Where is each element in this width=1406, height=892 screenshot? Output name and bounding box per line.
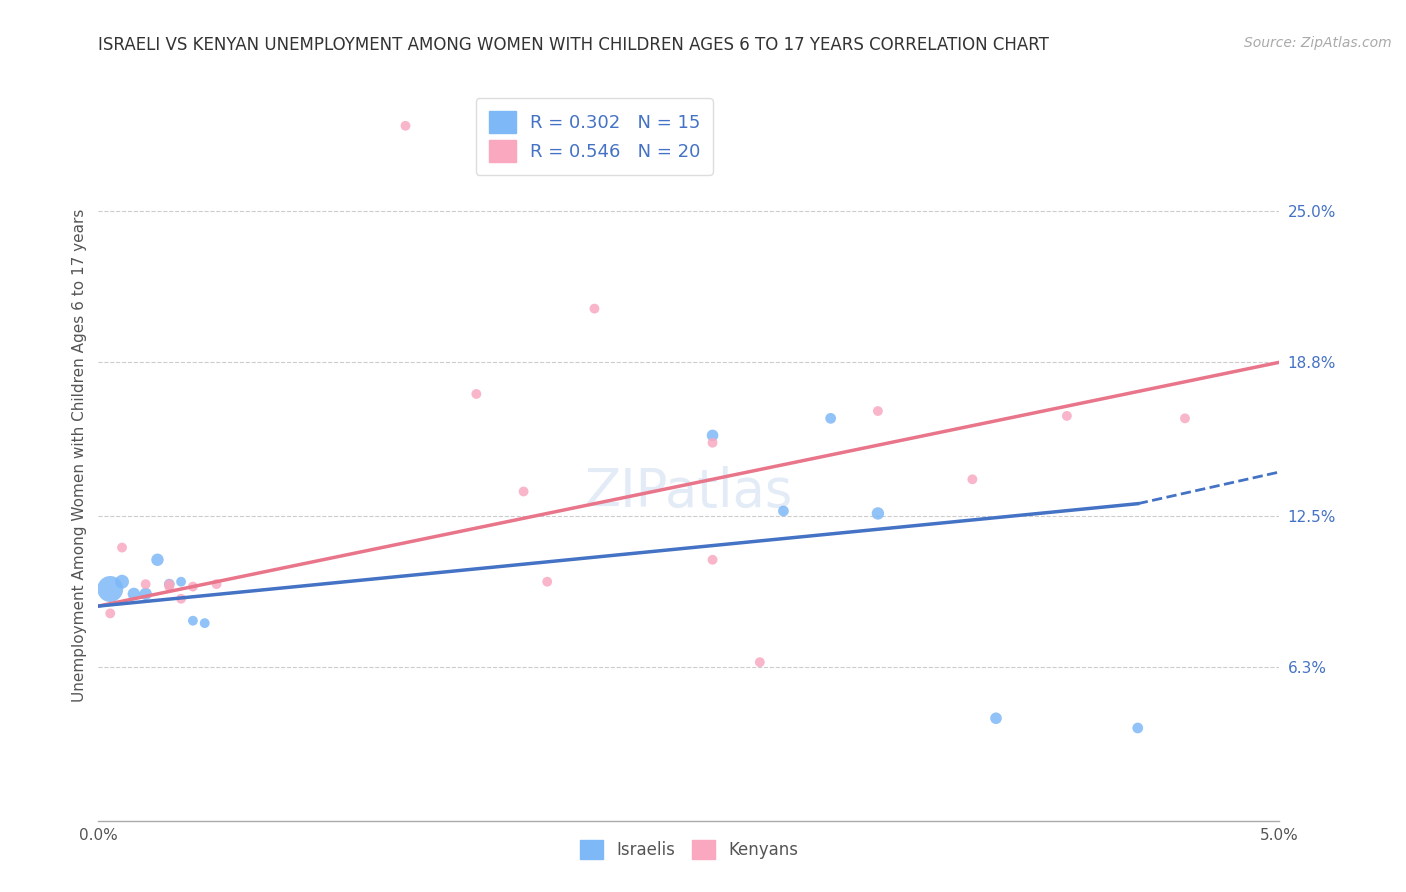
Point [702, 435, 724, 450]
Y-axis label: Unemployment Among Women with Children Ages 6 to 17 years: Unemployment Among Women with Children A… [72, 208, 87, 702]
Point [146, 553, 169, 567]
Point [536, 574, 558, 589]
Legend: Israelis, Kenyans: Israelis, Kenyans [571, 831, 807, 867]
Point [98, 607, 121, 621]
Point [394, 119, 416, 133]
Point [135, 577, 157, 591]
Point [512, 484, 534, 499]
Point [962, 472, 984, 486]
Point [98, 582, 121, 596]
Point [170, 574, 193, 589]
Point [1126, 721, 1149, 735]
Point [820, 411, 842, 425]
Point [748, 655, 770, 669]
Point [866, 507, 889, 521]
Point [135, 587, 157, 601]
Point [122, 587, 145, 601]
Point [194, 616, 217, 631]
Point [702, 553, 724, 567]
Text: ZIPatlas: ZIPatlas [585, 466, 793, 517]
Text: Source: ZipAtlas.com: Source: ZipAtlas.com [1244, 36, 1392, 50]
Point [111, 541, 134, 555]
Point [1174, 411, 1197, 425]
Point [1056, 409, 1078, 423]
Text: ISRAELI VS KENYAN UNEMPLOYMENT AMONG WOMEN WITH CHILDREN AGES 6 TO 17 YEARS CORR: ISRAELI VS KENYAN UNEMPLOYMENT AMONG WOM… [98, 36, 1049, 54]
Point [157, 577, 180, 591]
Point [583, 301, 606, 316]
Point [772, 504, 794, 518]
Point [205, 577, 228, 591]
Point [984, 711, 1007, 725]
Point [702, 428, 724, 442]
Point [181, 614, 204, 628]
Point [157, 580, 180, 594]
Point [866, 404, 889, 418]
Point [111, 574, 134, 589]
Point [170, 591, 193, 606]
Point [181, 580, 204, 594]
Point [465, 387, 488, 401]
Point [157, 577, 180, 591]
